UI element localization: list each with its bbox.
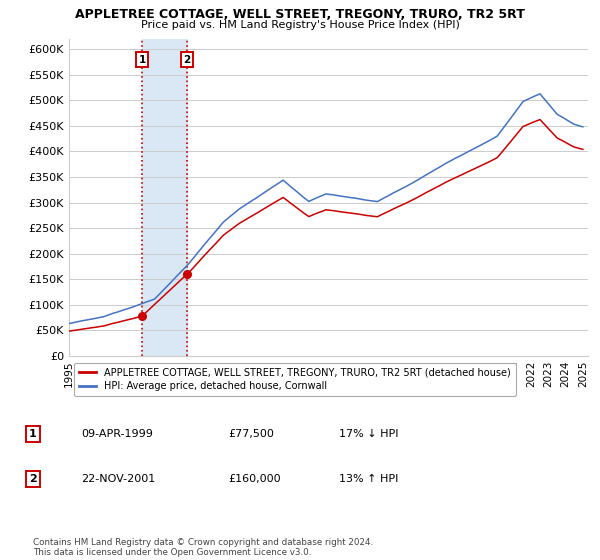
Bar [142,39,187,356]
Text: 17% ↓ HPI: 17% ↓ HPI [339,429,398,439]
Legend: APPLETREE COTTAGE, WELL STREET, TREGONY, TRURO, TR2 5RT (detached house), HPI: A: APPLETREE COTTAGE, WELL STREET, TREGONY,… [74,362,515,396]
Text: Price paid vs. HM Land Registry's House Price Index (HPI): Price paid vs. HM Land Registry's House … [140,20,460,30]
Text: 22-NOV-2001: 22-NOV-2001 [81,474,155,484]
Text: Contains HM Land Registry data © Crown copyright and database right 2024.
This d: Contains HM Land Registry data © Crown c… [33,538,373,557]
Text: 1: 1 [139,55,146,65]
Text: £77,500: £77,500 [228,429,274,439]
Text: 2: 2 [29,474,37,484]
Text: 2: 2 [184,55,191,65]
Text: 1: 1 [29,429,37,439]
Text: 13% ↑ HPI: 13% ↑ HPI [339,474,398,484]
Text: APPLETREE COTTAGE, WELL STREET, TREGONY, TRURO, TR2 5RT: APPLETREE COTTAGE, WELL STREET, TREGONY,… [75,8,525,21]
Text: £160,000: £160,000 [228,474,281,484]
Text: 09-APR-1999: 09-APR-1999 [81,429,153,439]
